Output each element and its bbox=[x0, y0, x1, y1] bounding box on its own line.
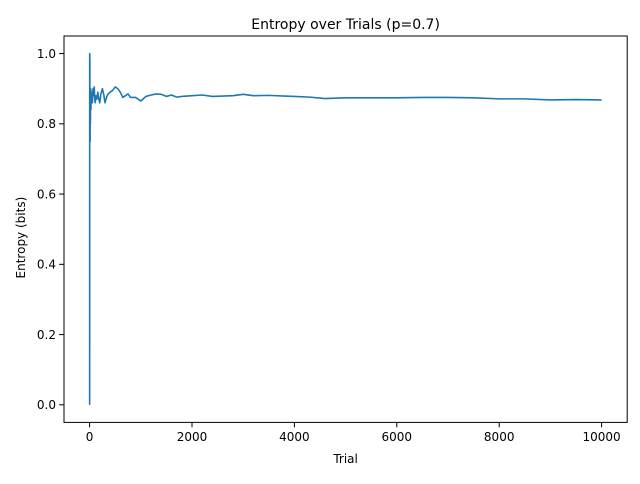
chart-title: Entropy over Trials (p=0.7) bbox=[251, 17, 440, 33]
y-tick-label: 0.4 bbox=[37, 258, 56, 272]
x-tick-label: 10000 bbox=[583, 430, 621, 444]
x-tick-label: 8000 bbox=[484, 430, 515, 444]
y-axis-ticks: 0.0 0.2 0.4 0.6 0.8 1.0 bbox=[37, 47, 64, 412]
y-axis-label: Entropy (bits) bbox=[14, 197, 28, 279]
x-axis-label: Trial bbox=[332, 452, 358, 466]
y-tick-label: 0.2 bbox=[37, 328, 56, 342]
x-axis-ticks: 0 2000 4000 6000 8000 10000 bbox=[86, 422, 621, 444]
x-tick-label: 4000 bbox=[279, 430, 310, 444]
plot-area bbox=[88, 52, 602, 405]
y-tick-label: 0.6 bbox=[37, 187, 56, 201]
entropy-series-line bbox=[88, 52, 602, 405]
x-tick-label: 2000 bbox=[177, 430, 208, 444]
y-tick-label: 0.0 bbox=[37, 398, 56, 412]
y-tick-label: 0.8 bbox=[37, 117, 56, 131]
x-tick-label: 0 bbox=[86, 430, 94, 444]
y-tick-label: 1.0 bbox=[37, 47, 56, 61]
x-tick-label: 6000 bbox=[382, 430, 413, 444]
axes-frame bbox=[63, 35, 628, 423]
